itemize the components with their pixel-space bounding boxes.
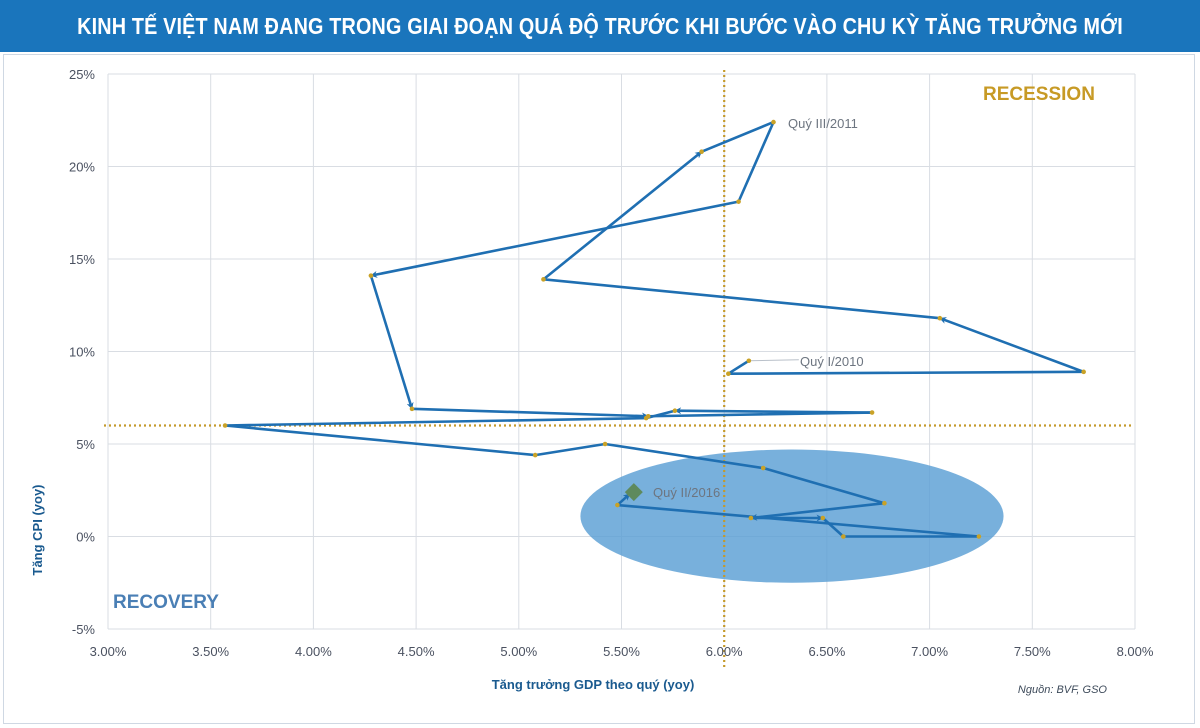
series-line <box>223 120 1085 538</box>
data-point <box>746 358 752 364</box>
data-point <box>841 534 846 539</box>
series-segment <box>749 501 886 521</box>
data-point <box>726 371 731 377</box>
series-segment <box>737 120 775 203</box>
data-point <box>222 423 228 428</box>
series-segment <box>821 516 845 538</box>
x-tick-label: 5.50% <box>603 644 640 659</box>
data-point <box>409 406 415 412</box>
annotation-q1-2010: Quý I/2010 <box>800 354 864 369</box>
series-segment <box>727 370 1085 376</box>
highlight-region <box>580 449 1004 583</box>
annotation-leader-line <box>748 359 799 362</box>
series-segment <box>727 359 751 376</box>
annotation-q2-2016: Quý II/2016 <box>653 485 720 500</box>
series-segment <box>700 120 775 153</box>
data-point <box>736 199 741 204</box>
series-segment <box>223 416 648 427</box>
y-tick-label: 10% <box>69 345 95 360</box>
annotation-q3-2011: Quý III/2011 <box>788 116 858 131</box>
y-tick-label: -5% <box>72 622 96 637</box>
x-tick-label: 3.00% <box>90 644 127 659</box>
data-point <box>760 465 766 471</box>
data-point <box>976 534 982 539</box>
series-segment <box>761 466 886 505</box>
series-segment <box>938 316 1085 374</box>
header-bar: KINH TẾ VIỆT NAM ĐANG TRONG GIAI ĐOẠN QU… <box>0 0 1200 52</box>
y-axis-title: Tăng CPI (yoy) <box>30 484 45 575</box>
data-point <box>869 410 875 415</box>
data-point <box>643 415 649 421</box>
x-tick-label: 7.50% <box>1014 644 1051 659</box>
data-point <box>748 515 754 521</box>
series-segment <box>603 442 765 470</box>
x-axis-title: Tăng trưởng GDP theo quý (yoy) <box>492 677 695 692</box>
x-tick-label: 6.00% <box>706 644 743 659</box>
data-point <box>368 273 374 278</box>
x-tick-label: 3.50% <box>192 644 229 659</box>
y-tick-label: 20% <box>69 160 95 175</box>
chart-panel <box>3 54 1195 724</box>
data-point <box>820 515 826 521</box>
point-markers <box>222 119 1086 539</box>
data-point <box>532 452 538 458</box>
data-point <box>672 408 678 414</box>
quadrant-label-recession: RECESSION <box>983 84 1095 105</box>
series-segment <box>673 407 874 415</box>
axis-labels: 3.00% 3.50% 4.00% 4.50% 5.00% 5.50% 6.00% 6.50%… <box>69 67 1154 659</box>
data-point <box>602 441 608 447</box>
data-point <box>771 119 776 125</box>
y-tick-label: 25% <box>69 67 95 82</box>
y-tick-label: 15% <box>69 252 95 267</box>
series-segment <box>369 274 414 411</box>
data-point <box>541 277 546 282</box>
x-tick-label: 6.50% <box>808 644 845 659</box>
data-point <box>937 315 943 321</box>
page-title: KINH TẾ VIỆT NAM ĐANG TRONG GIAI ĐOẠN QU… <box>77 12 1123 39</box>
series-segment <box>542 278 942 320</box>
data-point <box>882 500 887 506</box>
x-tick-label: 5.00% <box>500 644 537 659</box>
series-segment <box>223 424 537 457</box>
x-tick-label: 8.00% <box>1117 644 1154 659</box>
series-segment <box>369 200 740 278</box>
x-tick-label: 4.00% <box>295 644 332 659</box>
reference-lines <box>104 70 1133 669</box>
series-segment <box>542 150 703 281</box>
quadrant-label-recovery: RECOVERY <box>113 592 219 613</box>
series-segment <box>616 492 632 507</box>
data-point <box>699 149 704 154</box>
x-tick-label: 4.50% <box>398 644 435 659</box>
series-segment <box>644 409 677 420</box>
data-point <box>1081 369 1086 375</box>
data-point <box>615 502 620 508</box>
source-note: Nguồn: BVF, GSO <box>1018 684 1108 696</box>
x-tick-label: 7.00% <box>911 644 948 659</box>
series-segment <box>533 442 607 457</box>
y-tick-label: 0% <box>76 530 95 545</box>
y-tick-label: 5% <box>76 437 95 452</box>
series-segment <box>410 407 650 420</box>
highlight-point-q2-2016 <box>624 483 643 502</box>
series-segment <box>616 503 981 538</box>
